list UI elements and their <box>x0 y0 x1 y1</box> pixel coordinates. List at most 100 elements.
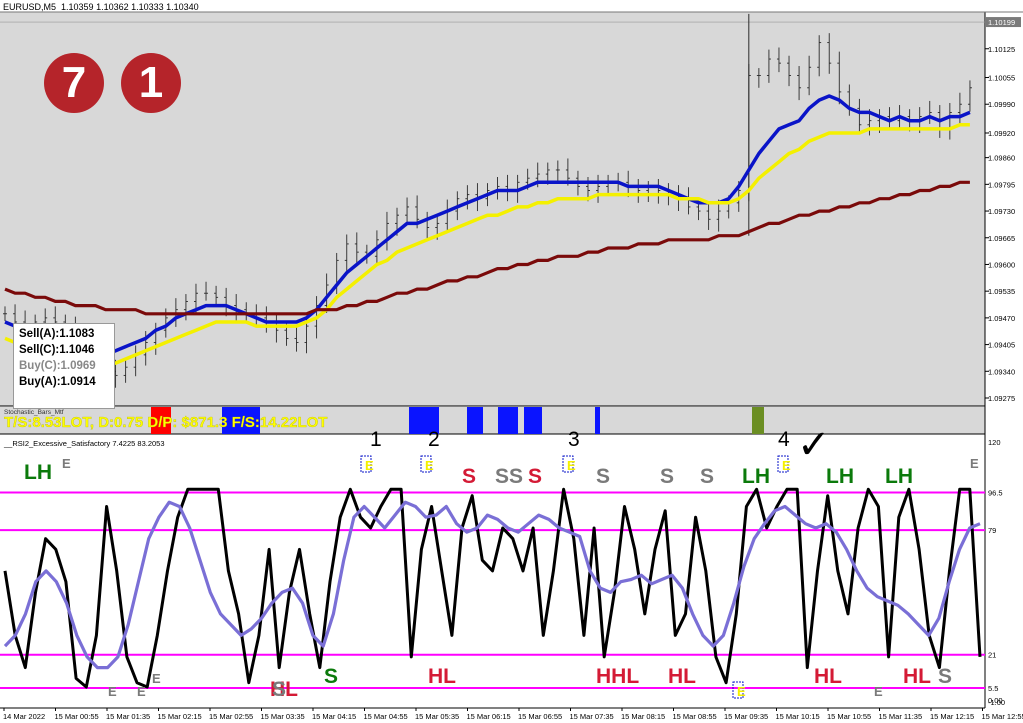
signal-label: S <box>596 465 610 488</box>
signal-e-box <box>360 455 372 473</box>
price-tick-label: 1.09535 <box>988 287 1015 296</box>
price-tick-label: 1.09665 <box>988 234 1015 243</box>
signal-label: E <box>152 671 161 686</box>
stats-bar <box>467 407 483 434</box>
time-tick-label: 15 Mar 04:55 <box>364 712 408 721</box>
price-tick-label: 1.09795 <box>988 180 1015 189</box>
rsi-tick-label: 5.5 <box>988 684 998 693</box>
symbol-name: EURUSD,M5 <box>3 2 57 12</box>
signal-e-box <box>732 681 744 699</box>
signal-label: S <box>700 465 714 488</box>
signal-label: S <box>462 465 476 488</box>
signal-label: S <box>272 678 286 701</box>
price-tick-label: 1.10055 <box>988 74 1015 83</box>
signal-label: E <box>425 458 434 473</box>
ma-slow-line <box>4 180 970 316</box>
time-tick-label: 14 Mar 2022 <box>3 712 45 721</box>
signal-label: SS <box>495 465 523 488</box>
current-price-label: 1.10199 <box>988 18 1015 27</box>
time-tick-label: 15 Mar 09:35 <box>724 712 768 721</box>
stats-indicator-name: Stochastic_Bars_Mtf <box>4 409 64 416</box>
time-tick-label: 15 Mar 12:55 <box>982 712 1023 721</box>
time-tick-label: 15 Mar 03:35 <box>261 712 305 721</box>
rsi-tick-label: 96.5 <box>988 488 1003 497</box>
signal-label: S <box>938 665 952 688</box>
price-tick-label: 1.09470 <box>988 314 1015 323</box>
annotation-number: 4 <box>778 428 790 451</box>
rsi-slow-line <box>3 500 981 670</box>
signal-label: HL <box>903 665 931 688</box>
signal-label: HHL <box>596 665 639 688</box>
time-tick-label: 15 Mar 07:35 <box>570 712 614 721</box>
price-tick-label: 1.09990 <box>988 100 1015 109</box>
signal-label: E <box>108 684 117 699</box>
signal-label: S <box>660 465 674 488</box>
signal-label: HL <box>270 678 298 701</box>
rsi-tick-label: 79 <box>988 526 996 535</box>
stats-bar <box>752 407 764 434</box>
signal-label: HL <box>428 665 456 688</box>
signal-label: E <box>737 684 746 699</box>
ma-mid-line <box>4 123 970 365</box>
signal-e-box <box>562 455 574 473</box>
time-tick-label: 15 Mar 02:55 <box>209 712 253 721</box>
annotation-number: 3 <box>568 428 580 451</box>
price-tick-label: 1.09600 <box>988 260 1015 269</box>
signal-label: S <box>528 465 542 488</box>
signal-label: E <box>874 684 883 699</box>
signal-e-box <box>420 455 432 473</box>
time-tick-label: 15 Mar 06:55 <box>518 712 562 721</box>
price-tick-label: 1.09340 <box>988 367 1015 376</box>
signal-label: S <box>324 665 338 688</box>
stats-bar <box>151 407 171 434</box>
price-tick-label: 1.10125 <box>988 45 1015 54</box>
rsi-fast-line <box>3 487 982 689</box>
badge-seven: 7 <box>44 53 104 113</box>
price-tick-label: 1.09405 <box>988 341 1015 350</box>
signal-e-box <box>777 455 789 473</box>
stats-bar <box>524 407 542 434</box>
time-tick-label: 15 Mar 08:15 <box>621 712 665 721</box>
price-levels-box: Sell(A):1.1083 Sell(C):1.1046 Buy(C):1.0… <box>13 323 115 409</box>
badge-one: 1 <box>121 53 181 113</box>
current-price-tag <box>985 17 1021 28</box>
rsi-tick-label: 0.00 <box>988 696 1003 705</box>
signal-label: HL <box>814 665 842 688</box>
buy-a-level: Buy(A):1.0914 <box>19 376 96 388</box>
price-tick-label: 1.09275 <box>988 394 1015 403</box>
time-tick-label: 15 Mar 12:15 <box>930 712 974 721</box>
time-tick-label: 15 Mar 10:15 <box>776 712 820 721</box>
symbol-header: EURUSD,M5 1.10359 1.10362 1.10333 1.1034… <box>3 2 199 12</box>
price-tick-label: 1.09920 <box>988 129 1015 138</box>
time-tick-label: 15 Mar 05:35 <box>415 712 459 721</box>
buy-c-level: Buy(C):1.0969 <box>19 360 96 372</box>
annotation-number: 1 <box>370 428 382 451</box>
signal-label: E <box>567 458 576 473</box>
stats-bar <box>595 407 600 434</box>
signal-label: LH <box>24 461 52 484</box>
signal-label: LH <box>742 465 770 488</box>
stats-bar <box>409 407 439 434</box>
signal-label: LH <box>885 465 913 488</box>
stats-bar <box>222 407 260 434</box>
time-tick-label: 15 Mar 01:35 <box>106 712 150 721</box>
time-tick-label: 15 Mar 04:15 <box>312 712 356 721</box>
time-tick-label: 15 Mar 11:35 <box>879 712 923 721</box>
stats-bar <box>498 407 518 434</box>
rsi-tick-label: 21 <box>988 651 996 660</box>
annotation-number: 2 <box>428 428 440 451</box>
stats-lot-text: T/S:8.53LOT, D:0.75 D/P: $871.3 F/S:14.2… <box>4 414 327 431</box>
time-tick-label: 15 Mar 06:15 <box>467 712 511 721</box>
signal-label: E <box>365 458 374 473</box>
time-tick-label: 15 Mar 08:55 <box>673 712 717 721</box>
signal-label: E <box>970 456 979 471</box>
annotation-checkmark: ✓ <box>797 422 831 468</box>
rsi-tick-label: -1.00 <box>988 698 1005 707</box>
price-tick-label: 1.09860 <box>988 154 1015 163</box>
signal-label: LH <box>826 465 854 488</box>
price-tick-label: 1.09730 <box>988 207 1015 216</box>
symbol-quote: 1.10359 1.10362 1.10333 1.10340 <box>61 2 199 12</box>
time-tick-label: 15 Mar 02:15 <box>158 712 202 721</box>
